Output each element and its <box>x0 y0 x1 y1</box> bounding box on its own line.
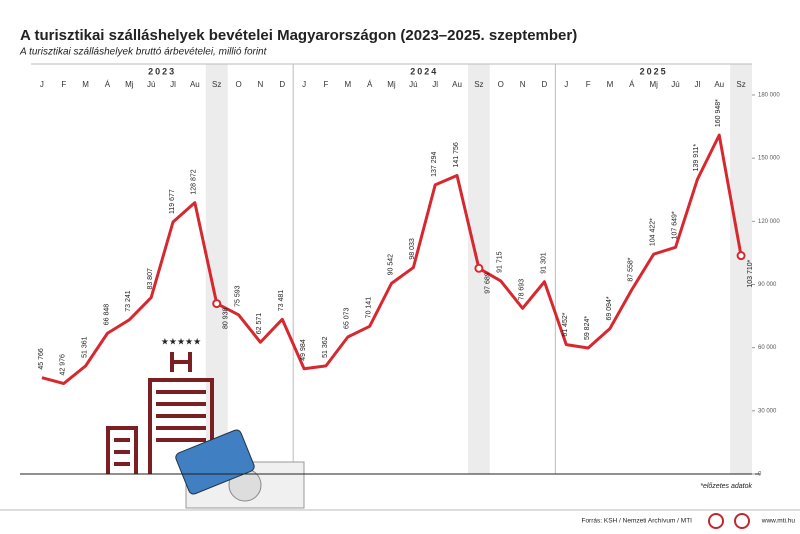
value-label: 90 542 <box>387 254 394 276</box>
svg-text:★★★★★: ★★★★★ <box>161 336 201 346</box>
month-label: F <box>324 80 329 89</box>
value-label: 51 361 <box>81 336 88 358</box>
value-label: 73 481 <box>278 290 285 312</box>
month-label: Jú <box>409 80 417 89</box>
month-label: Au <box>714 80 724 89</box>
y-tick-label: 0 <box>758 472 762 478</box>
month-label: Jl <box>694 80 700 89</box>
year-label: 2023 <box>148 66 176 76</box>
value-label: 91 715 <box>497 251 504 273</box>
value-label: 61 452* <box>562 312 569 336</box>
month-label: Mj <box>387 80 396 89</box>
month-label: O <box>498 80 504 89</box>
month-label: Jl <box>432 80 438 89</box>
value-label: 97 689 <box>485 272 492 294</box>
value-label: 119 677 <box>169 189 176 214</box>
value-label: 98 033 <box>409 238 416 260</box>
value-label: 51 362 <box>322 336 329 358</box>
value-label: 128 872 <box>191 169 198 194</box>
year-label: 2024 <box>410 66 438 76</box>
value-label: 87 558* <box>628 257 635 281</box>
value-label: 80 938 <box>223 307 230 329</box>
highlight-band <box>730 64 752 474</box>
value-label: 42 976 <box>60 354 67 376</box>
year-label: 2025 <box>640 66 668 76</box>
value-label: 45 766 <box>38 348 45 370</box>
y-tick-label: 90 000 <box>758 282 777 288</box>
source: Forrás: KSH / Nemzeti Archívum / MTI <box>581 518 692 525</box>
month-label: Jú <box>671 80 679 89</box>
value-label: 62 571 <box>256 313 263 335</box>
value-label: 66 848 <box>103 304 110 326</box>
month-label: M <box>607 80 614 89</box>
chart-title: A turisztikai szálláshelyek bevételei Ma… <box>20 27 577 44</box>
month-label: Á <box>367 80 373 89</box>
month-label: D <box>279 80 285 89</box>
month-label: Á <box>105 80 111 89</box>
value-label: 49 984 <box>300 339 307 361</box>
value-label: 104 422* <box>650 218 657 246</box>
chart-subtitle: A turisztikai szálláshelyek bruttó árbev… <box>19 47 268 58</box>
illustration: ★★★★★ <box>106 336 305 509</box>
month-label: Mj <box>649 80 658 89</box>
point <box>474 263 484 273</box>
month-label: Mj <box>125 80 134 89</box>
value-label: 78 693 <box>518 279 525 301</box>
value-label: 107 649* <box>671 211 678 239</box>
value-label: 103 710* <box>747 259 754 287</box>
month-label: M <box>82 80 89 89</box>
highlight-band <box>205 64 228 474</box>
point <box>736 251 746 261</box>
month-label: Á <box>629 80 635 89</box>
month-label: F <box>61 80 66 89</box>
y-tick-label: 60 000 <box>758 345 777 351</box>
month-label: Au <box>190 80 200 89</box>
month-label: Jú <box>147 80 155 89</box>
logo <box>708 513 724 529</box>
month-label: D <box>542 80 548 89</box>
value-label: 73 241 <box>125 290 132 312</box>
value-label: 91 301 <box>540 252 547 274</box>
month-label: Sz <box>736 80 745 89</box>
month-label: M <box>344 80 351 89</box>
month-label: F <box>586 80 591 89</box>
point <box>212 299 222 309</box>
month-label: J <box>302 80 306 89</box>
y-tick-label: 30 000 <box>758 408 777 414</box>
value-label: 70 141 <box>365 297 372 319</box>
y-tick-label: 120 000 <box>758 219 780 225</box>
value-label: 59 824* <box>584 316 591 340</box>
month-label: J <box>40 80 44 89</box>
month-label: Jl <box>170 80 176 89</box>
value-label: 141 756 <box>453 142 460 167</box>
website: www.mti.hu <box>761 518 796 525</box>
footnote: *előzetes adatok <box>700 483 752 490</box>
value-label: 83 807 <box>147 268 154 290</box>
card <box>175 429 255 495</box>
month-label: Au <box>452 80 462 89</box>
month-label: N <box>258 80 264 89</box>
logo <box>734 513 750 529</box>
value-label: 75 593 <box>234 285 241 307</box>
month-label: J <box>564 80 568 89</box>
month-label: Sz <box>474 80 483 89</box>
line <box>41 133 743 386</box>
value-label: 137 294 <box>431 152 438 177</box>
value-label: 65 073 <box>344 307 351 329</box>
value-label: 160 948* <box>715 99 722 127</box>
value-label: 139 911* <box>693 144 700 172</box>
y-tick-label: 150 000 <box>758 156 780 162</box>
month-label: N <box>520 80 526 89</box>
value-label: 69 094* <box>606 296 613 320</box>
y-tick-label: 180 000 <box>758 93 780 99</box>
month-label: Sz <box>212 80 221 89</box>
month-label: O <box>235 80 241 89</box>
